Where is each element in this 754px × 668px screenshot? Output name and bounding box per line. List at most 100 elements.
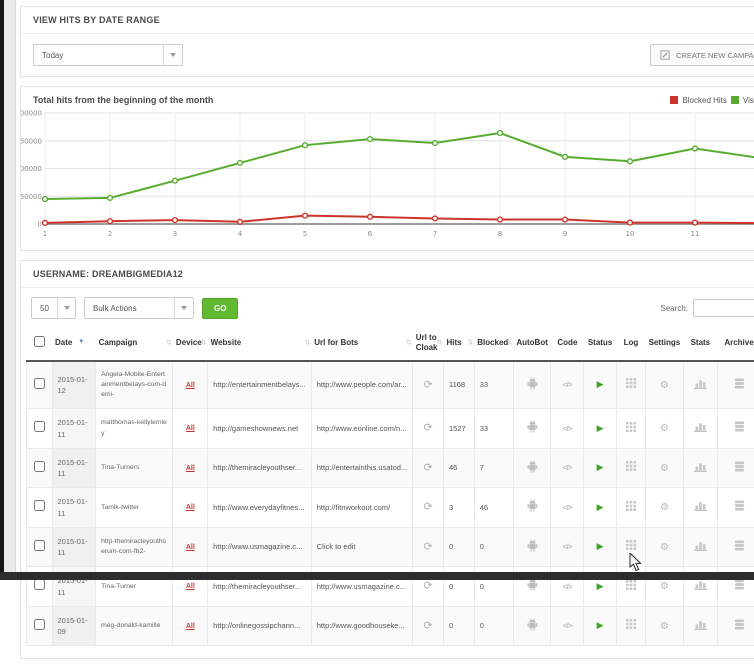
url-for-bots-cell[interactable]: http://www.eonline.com/n...	[311, 409, 412, 449]
settings-gear-icon[interactable]: ⚙	[660, 542, 669, 553]
autobot-android-icon[interactable]	[527, 539, 538, 552]
device-link[interactable]: All	[186, 623, 195, 630]
url-for-bots-cell[interactable]: http://fitnworkout.com/	[311, 488, 412, 528]
bulk-actions-select[interactable]: Bulk Actions	[84, 297, 194, 319]
row-checkbox[interactable]	[34, 619, 45, 630]
archive-stack-icon[interactable]	[734, 579, 745, 590]
code-icon[interactable]: </>	[563, 380, 572, 389]
row-checkbox[interactable]	[34, 579, 45, 590]
cloak-refresh-icon[interactable]: ⟳	[423, 620, 432, 632]
device-link[interactable]: All	[186, 583, 195, 590]
stats-bar-chart-icon[interactable]	[694, 619, 707, 630]
stats-bar-chart-icon[interactable]	[694, 579, 707, 590]
settings-gear-icon[interactable]: ⚙	[660, 380, 669, 391]
archive-stack-icon[interactable]	[734, 421, 745, 432]
settings-gear-icon[interactable]: ⚙	[660, 581, 669, 592]
column-header-hits[interactable]: Hits⇅	[443, 327, 474, 361]
settings-gear-icon[interactable]: ⚙	[660, 463, 669, 474]
column-header-date[interactable]: Date▼	[52, 327, 96, 361]
url-for-bots-cell[interactable]: http://entertainthis.usatod...	[311, 448, 412, 488]
date-range-select[interactable]: Today	[33, 44, 183, 66]
autobot-android-icon[interactable]	[527, 578, 538, 591]
campaign-table-body: 2015-01-12 Angela-Mobile-Entertainmentbe…	[27, 361, 754, 646]
url-for-bots-cell[interactable]: Click to edit	[311, 527, 412, 567]
status-play-icon[interactable]: ▶	[597, 462, 604, 472]
autobot-android-icon[interactable]	[527, 377, 538, 390]
device-link[interactable]: All	[186, 382, 195, 389]
stats-bar-chart-icon[interactable]	[694, 421, 707, 432]
settings-gear-icon[interactable]: ⚙	[660, 502, 669, 513]
device-link[interactable]: All	[186, 465, 195, 472]
stats-bar-chart-icon[interactable]	[694, 500, 707, 511]
chevron-down-icon	[57, 298, 76, 318]
column-header-blocked[interactable]: Blocked⇅	[474, 327, 513, 361]
column-header-archive: Archive	[718, 327, 754, 361]
code-icon[interactable]: </>	[563, 582, 572, 591]
column-header-campaign[interactable]: Campaign⇅	[96, 327, 173, 361]
url-for-bots-cell[interactable]: http://www.people.com/ar...	[311, 361, 412, 409]
cloak-refresh-icon[interactable]: ⟳	[423, 462, 432, 474]
device-link[interactable]: All	[186, 425, 195, 432]
table-row: 2015-01-11 http-themiracleyouthserum-com…	[27, 527, 754, 567]
status-play-icon[interactable]: ▶	[597, 379, 604, 389]
stats-bar-chart-icon[interactable]	[694, 378, 707, 389]
cloak-refresh-icon[interactable]: ⟳	[423, 422, 432, 434]
column-header-device[interactable]: Device⇅	[173, 327, 208, 361]
autobot-android-icon[interactable]	[527, 460, 538, 473]
url-for-bots-cell[interactable]: http://www.goodhouseke...	[311, 606, 412, 646]
log-grid-icon[interactable]	[626, 378, 636, 388]
autobot-android-icon[interactable]	[527, 420, 538, 433]
archive-stack-icon[interactable]	[734, 500, 745, 511]
status-play-icon[interactable]: ▶	[597, 541, 604, 551]
code-icon[interactable]: </>	[563, 542, 572, 551]
stats-bar-chart-icon[interactable]	[694, 540, 707, 551]
search-input[interactable]	[693, 299, 754, 317]
status-play-icon[interactable]: ▶	[597, 423, 604, 433]
row-checkbox[interactable]	[34, 500, 45, 511]
settings-gear-icon[interactable]: ⚙	[660, 621, 669, 632]
column-header-url-to-cloak[interactable]: Url to Cloak⇅	[413, 327, 444, 361]
cloak-refresh-icon[interactable]: ⟳	[423, 501, 432, 513]
status-play-icon[interactable]: ▶	[597, 581, 604, 591]
code-icon[interactable]: </>	[563, 621, 572, 630]
code-icon[interactable]: </>	[563, 424, 572, 433]
cloak-refresh-icon[interactable]: ⟳	[423, 541, 432, 553]
row-checkbox[interactable]	[34, 461, 45, 472]
settings-gear-icon[interactable]: ⚙	[660, 423, 669, 434]
chart-title: Total hits from the beginning of the mon…	[33, 95, 213, 105]
status-play-icon[interactable]: ▶	[597, 620, 604, 630]
blocked-cell: 33	[474, 361, 513, 409]
device-link[interactable]: All	[186, 544, 195, 551]
column-header-website[interactable]: Website⇅	[208, 327, 312, 361]
autobot-android-icon[interactable]	[527, 618, 538, 631]
log-grid-icon[interactable]	[626, 580, 636, 590]
log-grid-icon[interactable]	[626, 540, 636, 550]
log-grid-icon[interactable]	[626, 619, 636, 629]
status-play-icon[interactable]: ▶	[597, 502, 604, 512]
archive-stack-icon[interactable]	[734, 619, 745, 630]
cloak-refresh-icon[interactable]: ⟳	[423, 580, 432, 592]
cloak-refresh-icon[interactable]: ⟳	[423, 379, 432, 391]
go-button[interactable]: GO	[202, 298, 238, 319]
column-header-url-for-bots[interactable]: Url for Bots⇅	[311, 327, 412, 361]
archive-stack-icon[interactable]	[734, 540, 745, 551]
log-grid-icon[interactable]	[626, 501, 636, 511]
create-new-campaign-button[interactable]: CREATE NEW CAMPAIGN	[650, 44, 754, 66]
select-all-checkbox[interactable]	[34, 336, 45, 347]
archive-stack-icon[interactable]	[734, 461, 745, 472]
device-link[interactable]: All	[186, 504, 195, 511]
code-icon[interactable]: </>	[563, 503, 572, 512]
row-checkbox[interactable]	[34, 378, 45, 389]
log-grid-icon[interactable]	[626, 422, 636, 432]
stats-bar-chart-icon[interactable]	[694, 461, 707, 472]
svg-text:5: 5	[303, 230, 307, 238]
code-icon[interactable]: </>	[563, 463, 572, 472]
log-grid-icon[interactable]	[626, 461, 636, 471]
archive-stack-icon[interactable]	[734, 378, 745, 389]
row-checkbox[interactable]	[34, 540, 45, 551]
left-edge-bar	[0, 0, 4, 580]
page-size-select[interactable]: 50	[31, 297, 76, 319]
row-checkbox[interactable]	[34, 421, 45, 432]
autobot-android-icon[interactable]	[527, 499, 538, 512]
table-row: 2015-01-11 matthomas-kellylemley All htt…	[27, 409, 754, 449]
